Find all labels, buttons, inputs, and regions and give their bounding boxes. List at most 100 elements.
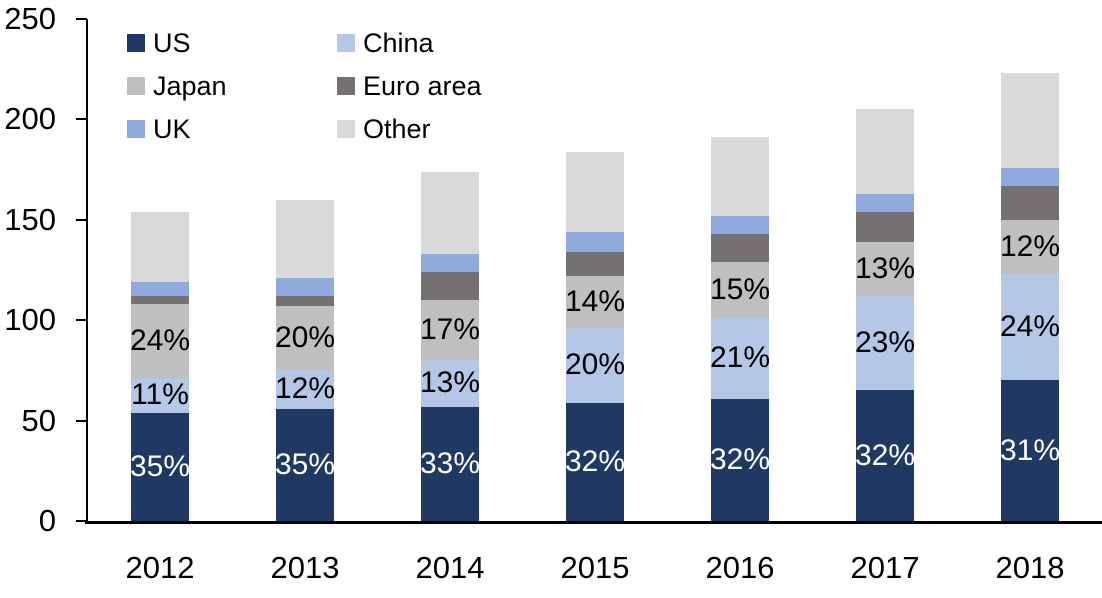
bar-segment-china: 21% [709, 318, 771, 399]
legend-swatch-euro-area [337, 77, 355, 95]
legend-item-japan: Japan [127, 71, 337, 101]
bar-segment-uk [856, 193, 914, 212]
bar-segment-uk [1001, 167, 1059, 186]
bar-segment-japan: 15% [709, 261, 771, 319]
bar-segment-label: 32% [564, 444, 626, 478]
legend-label: China [363, 28, 434, 58]
bar-segment-label: 14% [564, 285, 626, 319]
y-axis-tick-label: 150 [4, 201, 56, 237]
bar-segment-label: 23% [854, 326, 916, 360]
bar-segment-japan: 20% [274, 306, 336, 371]
y-axis-tick-label: 50 [21, 402, 56, 438]
y-axis-tick [76, 319, 87, 322]
x-axis-label: 2015 [560, 550, 630, 585]
bar-segment-uk [131, 282, 189, 297]
bar-segment-us: 32% [564, 402, 626, 521]
legend-swatch-china [337, 34, 355, 52]
legend-label: US [153, 28, 191, 58]
legend-swatch-other [337, 120, 355, 138]
bar-segment-label: 20% [564, 348, 626, 382]
legend-item-us: US [127, 28, 337, 58]
bar-segment-other [1001, 73, 1059, 168]
bar-segment-japan: 17% [419, 300, 481, 361]
y-axis-line [86, 19, 88, 523]
x-axis-label: 2012 [125, 550, 195, 585]
bar-segment-china: 20% [564, 328, 626, 403]
bar-segment-japan: 13% [854, 241, 916, 297]
bar-segment-euro-area [856, 211, 914, 242]
y-axis-tick-label: 250 [4, 1, 56, 36]
bar-segment-china: 11% [131, 378, 189, 413]
y-axis-tick-label: 0 [38, 503, 56, 538]
x-axis-label: 2013 [270, 550, 340, 585]
bar-segment-label: 33% [419, 446, 481, 480]
bar-segment-japan: 12% [999, 219, 1061, 274]
y-axis-tick-label: 100 [4, 302, 56, 338]
legend-item-euro-area: Euro area [337, 71, 482, 101]
bar-segment-other [856, 109, 914, 194]
x-axis-label: 2016 [705, 550, 775, 585]
bar-segment-china: 12% [274, 370, 336, 409]
bar-segment-other [131, 211, 189, 283]
bar-segment-label: 13% [419, 366, 481, 400]
bar-segment-euro-area [566, 251, 624, 277]
legend-label: Other [363, 114, 431, 144]
bar-segment-label: 24% [129, 324, 191, 358]
bar-segment-us: 35% [129, 412, 191, 521]
x-axis-label: 2014 [415, 550, 485, 585]
bar-segment-label: 35% [274, 447, 336, 481]
legend-swatch-us [127, 34, 145, 52]
bar-segment-euro-area [1001, 185, 1059, 220]
legend-item-china: China [337, 28, 482, 58]
bar-segment-label: 13% [854, 251, 916, 285]
bar-segment-label: 21% [709, 341, 771, 375]
bar-segment-label: 24% [999, 310, 1061, 344]
bar-segment-uk [711, 215, 769, 234]
bar-segment-label: 15% [709, 273, 771, 307]
bar-segment-label: 32% [709, 442, 771, 476]
bar-segment-other [566, 151, 624, 232]
x-axis-line [85, 521, 1102, 524]
y-axis-tick [76, 419, 87, 422]
bar-segment-us: 35% [274, 408, 336, 521]
bar-segment-us: 33% [419, 406, 481, 521]
y-axis-tick [76, 18, 87, 20]
bar-segment-china: 13% [419, 360, 481, 407]
bar-segment-other [711, 137, 769, 216]
bar-segment-label: 32% [854, 438, 916, 472]
y-axis-tick [76, 520, 87, 522]
chart-legend: US China Japan Euro area UK Other [127, 28, 482, 144]
legend-label: Japan [153, 71, 227, 101]
bar-segment-label: 12% [999, 229, 1061, 263]
legend-item-uk: UK [127, 114, 337, 144]
bar-segment-us: 32% [709, 398, 771, 521]
bar-segment-us: 31% [999, 380, 1061, 521]
bar-segment-other [276, 199, 334, 279]
y-axis-tick [76, 118, 87, 121]
bar-segment-other [421, 171, 479, 254]
bar-segment-uk [421, 253, 479, 272]
bar-segment-euro-area [276, 296, 334, 307]
bar-segment-japan: 24% [129, 304, 191, 379]
x-axis-label: 2017 [850, 550, 920, 585]
bar-segment-label: 17% [419, 313, 481, 347]
legend-swatch-uk [127, 120, 145, 138]
bar-segment-label: 31% [999, 433, 1061, 467]
bar-segment-label: 20% [274, 321, 336, 355]
bar-segment-japan: 14% [564, 276, 626, 329]
bar-segment-uk [566, 231, 624, 252]
y-axis-tick [76, 218, 87, 221]
bar-segment-us: 32% [854, 390, 916, 521]
legend-label: UK [153, 114, 191, 144]
bar-segment-label: 11% [131, 378, 189, 412]
bar-segment-china: 24% [999, 274, 1061, 381]
bar-segment-euro-area [421, 272, 479, 301]
bar-segment-uk [276, 278, 334, 297]
x-axis-label: 2018 [995, 550, 1065, 585]
bar-segment-label: 35% [129, 449, 191, 483]
bar-segment-label: 12% [274, 372, 336, 406]
legend-label: Euro area [363, 71, 482, 101]
legend-swatch-japan [127, 77, 145, 95]
y-axis-tick-label: 200 [4, 101, 56, 137]
